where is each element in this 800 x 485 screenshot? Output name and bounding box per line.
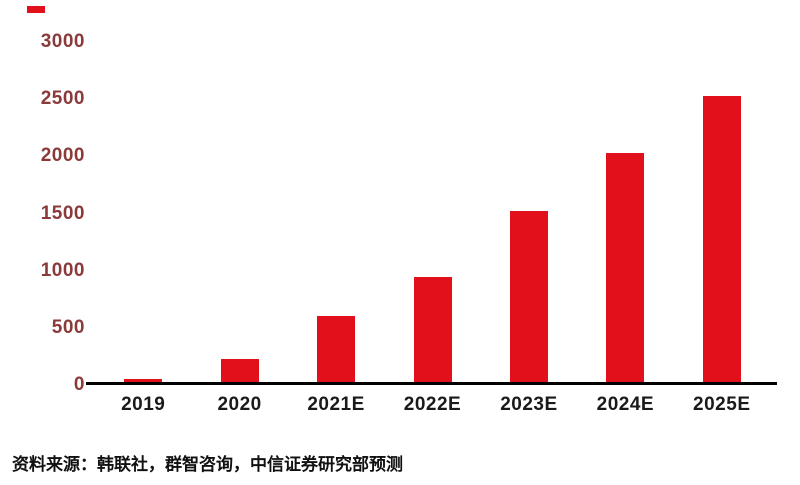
x-tick-label: 2022E	[403, 394, 462, 415]
x-tick-label: 2021E	[307, 394, 365, 415]
x-tick-label: 2019	[121, 394, 166, 415]
top-left-red-mark	[27, 6, 45, 13]
x-tick-label: 2020	[217, 394, 262, 415]
x-tick-label: 2024E	[596, 394, 655, 415]
bars-container	[95, 42, 770, 385]
y-tick-label: 500	[51, 316, 85, 338]
bar-2025E	[702, 96, 741, 382]
y-tick-label: 3000	[40, 31, 85, 52]
y-tick-label: 1500	[40, 202, 85, 224]
bar-2020	[220, 359, 259, 382]
source-note: 资料来源：韩联社，群智咨询，中信证券研究部预测	[12, 455, 403, 474]
y-tick-label: 1000	[40, 259, 85, 281]
bar-2019	[124, 378, 163, 382]
x-axis-labels: 2019 2020 2021E 2022E 2023E 2024E 2025E	[95, 394, 770, 422]
bar-2021E	[317, 315, 356, 382]
plot-area: 0 500 1000 1500 2000 2500 3000 2019 2020 2021E 20…	[41, 31, 777, 415]
x-tick-label: 2025E	[693, 394, 751, 415]
bar-2022E	[413, 276, 452, 382]
x-axis-line	[86, 382, 777, 385]
x-tick-label: 2023E	[500, 394, 558, 415]
y-axis-labels: 0 500 1000 1500 2000 2500 3000	[5, 31, 85, 395]
bar-2024E	[606, 153, 645, 382]
y-tick-label: 0	[73, 374, 85, 395]
y-tick-label: 2000	[40, 145, 85, 167]
y-tick-label: 2500	[40, 88, 85, 110]
bar-2023E	[509, 210, 548, 382]
